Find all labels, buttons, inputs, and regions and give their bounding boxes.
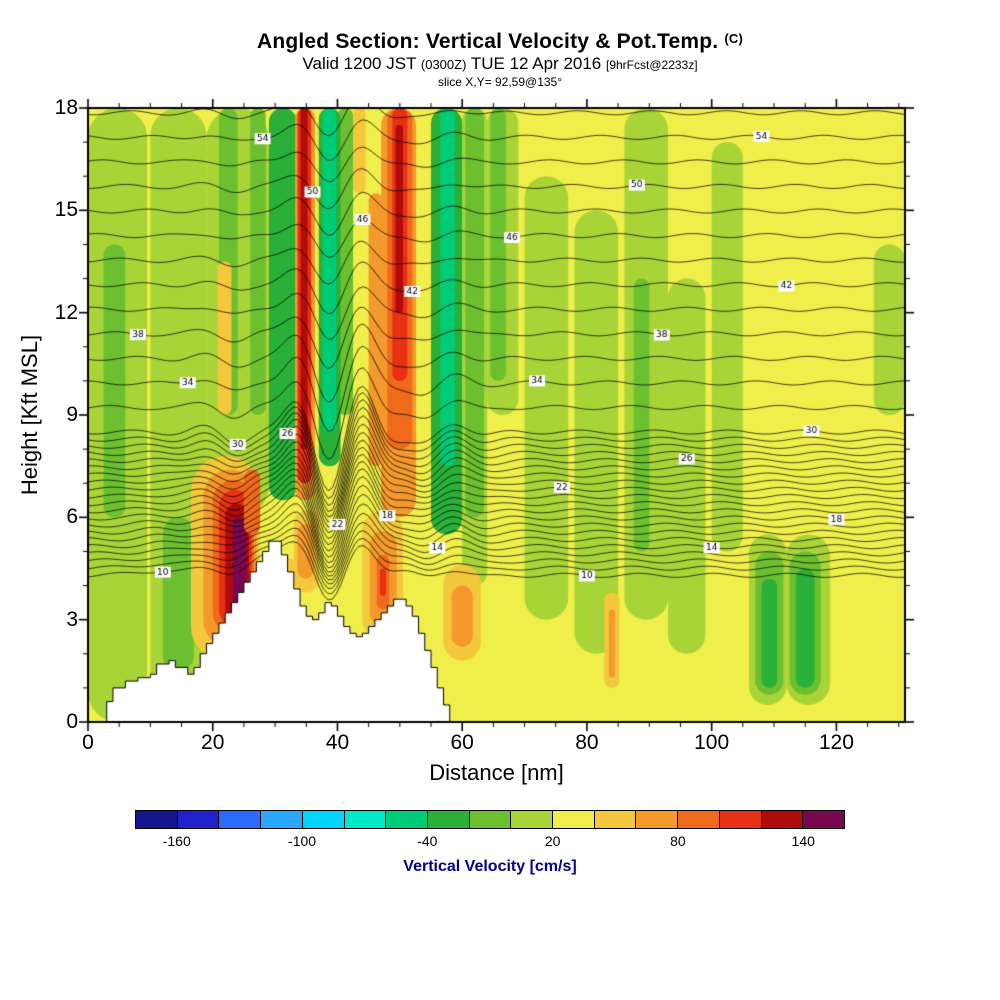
- colorbar-segment: [261, 811, 303, 828]
- colorbar-segment: [136, 811, 178, 828]
- x-tick-label: 0: [82, 731, 94, 754]
- y-tick-label: 6: [66, 505, 78, 529]
- colorbar-tick-label: 140: [791, 833, 815, 849]
- title-line: Angled Section: Vertical Velocity & Pot.…: [0, 30, 1000, 54]
- colorbar-tick-label: -40: [417, 833, 438, 849]
- x-tick-label: 20: [201, 731, 225, 754]
- colorbar-segment: [469, 811, 512, 828]
- title-unit-label: (C): [724, 31, 744, 46]
- x-axis-title: Distance [nm]: [429, 760, 564, 785]
- colorbar-segment: [427, 811, 470, 828]
- x-tick-label: 80: [575, 731, 599, 754]
- colorbar-tick-label: -160: [162, 833, 191, 849]
- colorbar-segment: [344, 811, 387, 828]
- colorbar-segment: [177, 811, 220, 828]
- valid-date-label: TUE 12 Apr 2016: [470, 54, 602, 73]
- x-tick-label: 60: [450, 731, 474, 754]
- colorbar-segment: [386, 811, 428, 828]
- x-tick-label: 120: [818, 731, 854, 754]
- colorbar-segment: [594, 811, 637, 828]
- page-title: Angled Section: Vertical Velocity & Pot.…: [256, 30, 719, 53]
- colorbar-tick-label: 20: [544, 833, 561, 849]
- forecast-tag: [9hrFcst@2233z]: [606, 58, 698, 72]
- colorbar-segment: [719, 811, 762, 828]
- colorbar-segment: [761, 811, 804, 828]
- colorbar-title: Vertical Velocity [cm/s]: [403, 858, 577, 875]
- y-tick-label: 15: [54, 198, 78, 222]
- valid-time-line: Valid 1200 JST (0300Z) TUE 12 Apr 2016 […: [0, 54, 1000, 74]
- colorbar-segment: [302, 811, 345, 828]
- colorbar: [135, 810, 845, 829]
- colorbar-tick-label: -100: [288, 833, 317, 849]
- colorbar-segment: [803, 811, 844, 828]
- colorbar-segment: [553, 811, 595, 828]
- colorbar-tick-label: 80: [670, 833, 686, 849]
- colorbar-segment: [636, 811, 679, 828]
- y-tick-label: 12: [54, 300, 78, 324]
- y-tick-label: 18: [54, 96, 78, 119]
- x-tick-label: 100: [694, 731, 730, 754]
- valid-time-zulu: (0300Z): [420, 57, 467, 72]
- valid-time-label: Valid 1200 JST: [302, 54, 417, 73]
- y-tick-label: 9: [66, 403, 78, 426]
- colorbar-segment: [511, 811, 554, 828]
- y-tick-label: 0: [66, 710, 78, 733]
- colorbar-segment: [219, 811, 262, 828]
- colorbar-segment: [678, 811, 720, 828]
- chart-header: Angled Section: Vertical Velocity & Pot.…: [0, 30, 1000, 89]
- y-tick-label: 3: [66, 607, 78, 631]
- slice-label: slice X,Y= 92,59@135°: [437, 75, 563, 89]
- x-tick-label: 40: [325, 731, 350, 754]
